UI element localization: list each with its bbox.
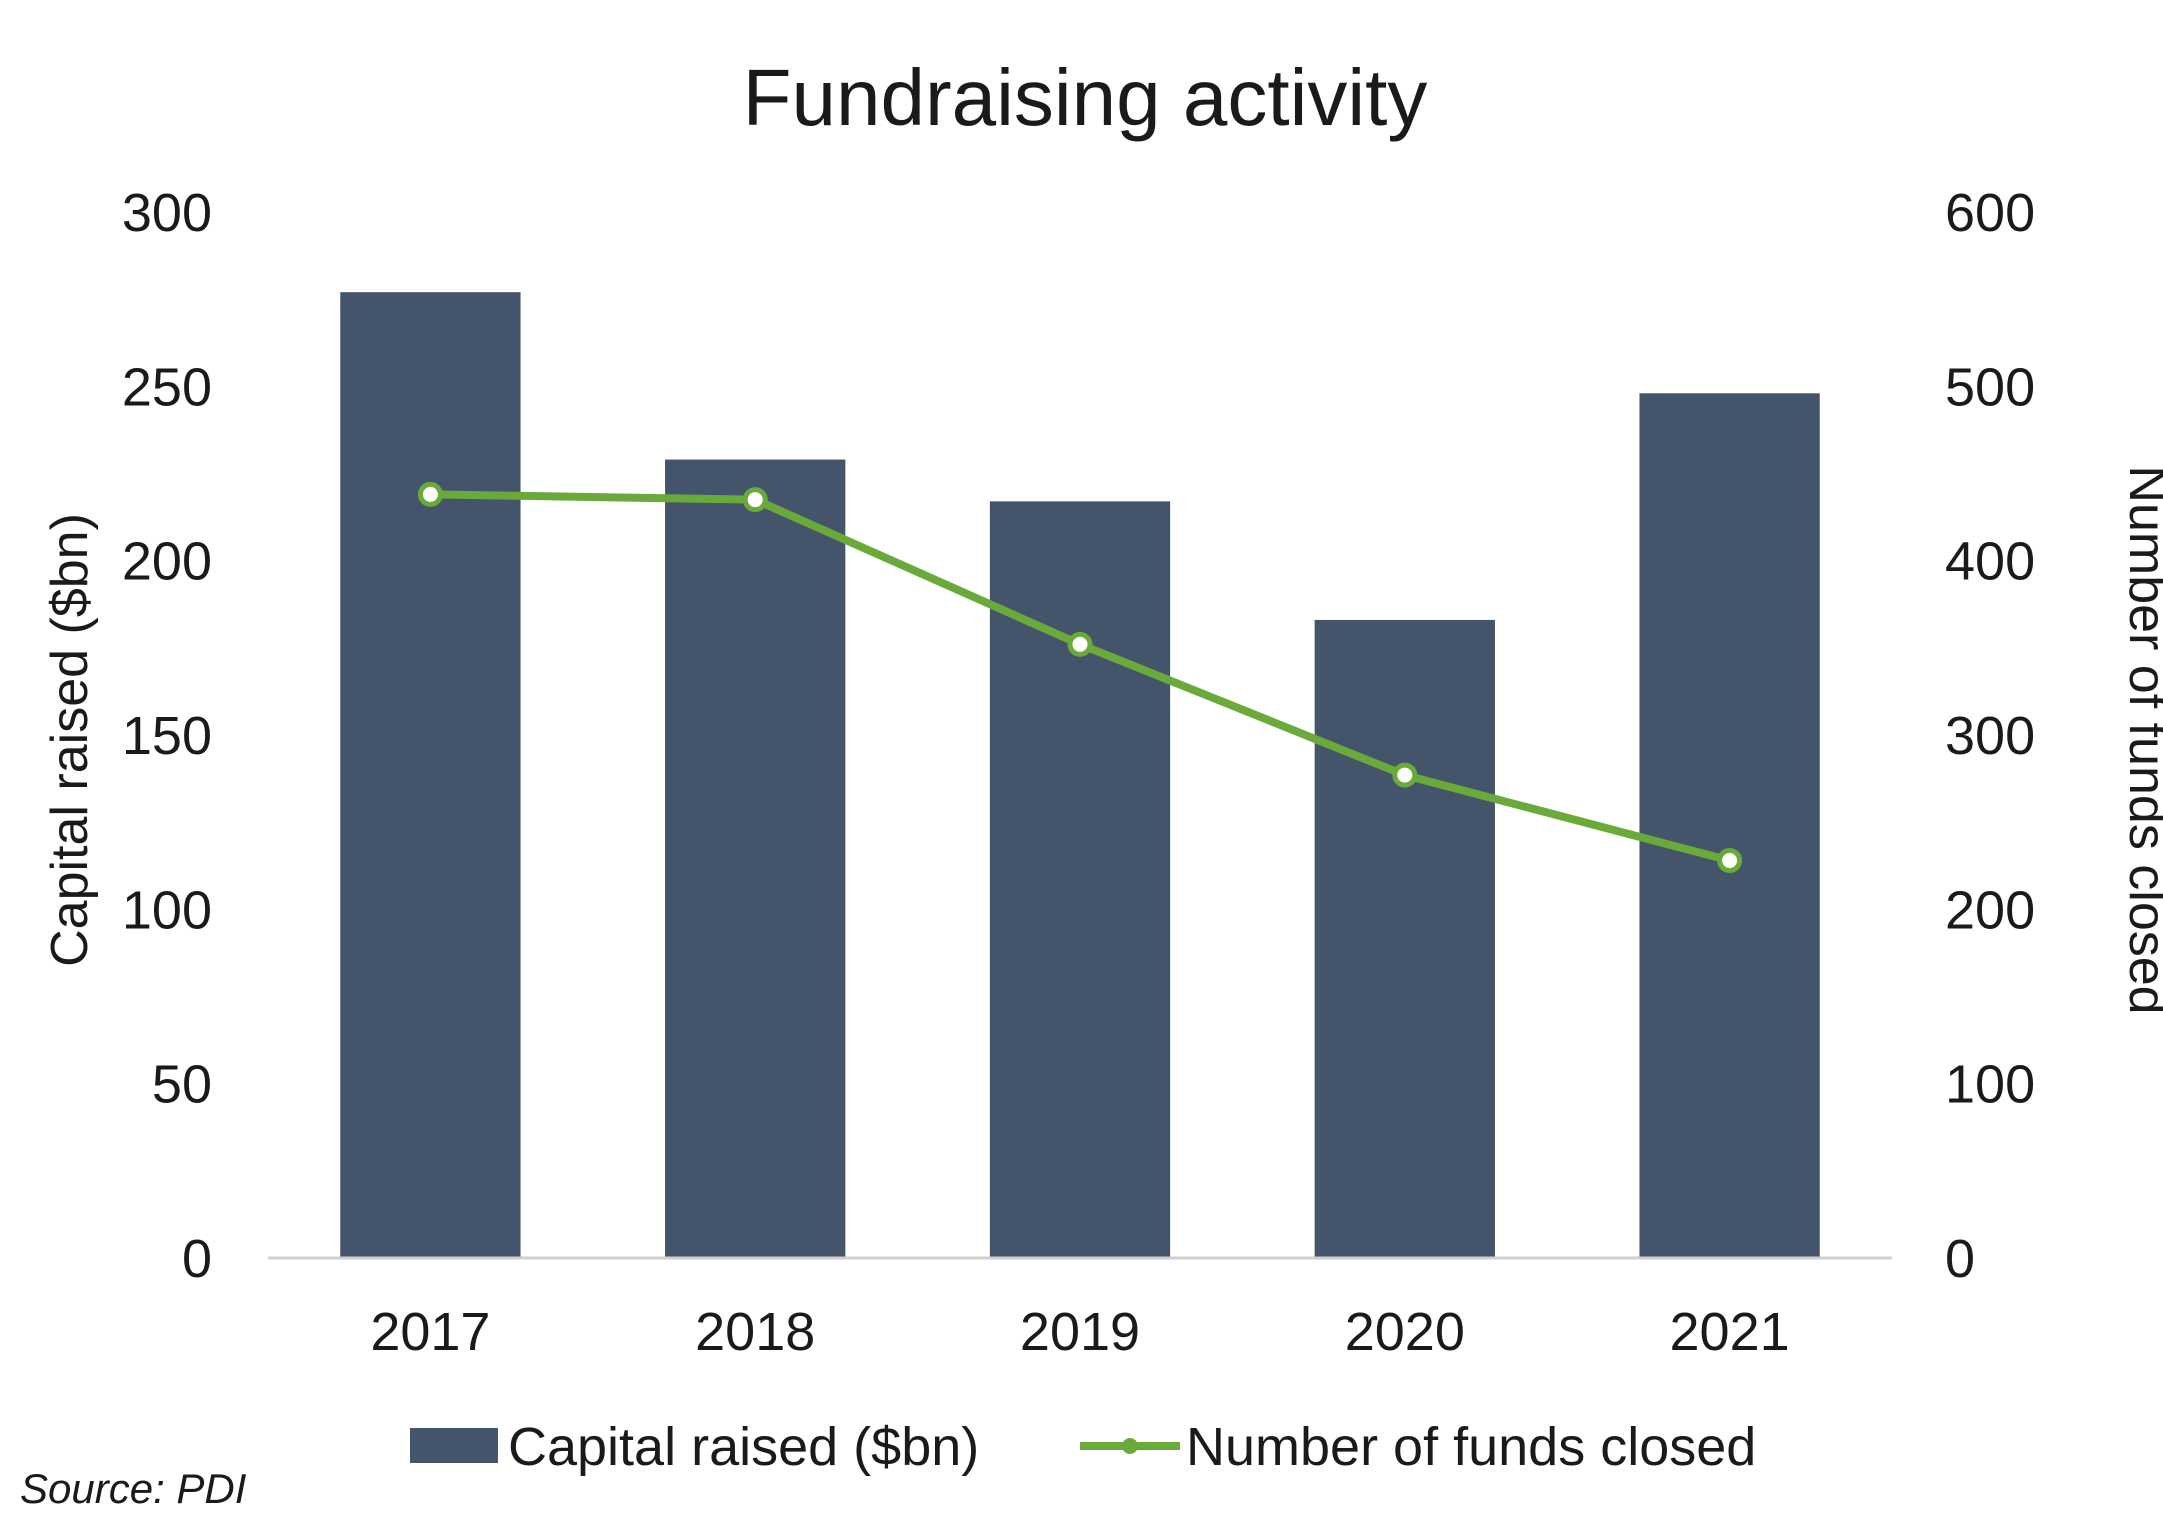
chart-title: Fundraising activity [743,53,1428,142]
y2-tick-label: 600 [1945,183,2035,243]
y2-tick-label: 100 [1945,1055,2035,1115]
y2-tick-label: 300 [1945,706,2035,766]
x-tick-label: 2021 [1670,1302,1790,1362]
point-funds-closed [1717,848,1743,874]
source-note: Source: PDI [20,1465,247,1512]
y2-tick-label: 0 [1945,1229,1975,1289]
y2-tick-label: 400 [1945,532,2035,592]
y-tick-label: 300 [122,183,212,243]
x-tick-label: 2020 [1345,1302,1465,1362]
bar-capital-raised [1639,393,1820,1259]
bar-capital-raised [989,501,1171,1259]
x-tick-label: 2018 [695,1302,815,1362]
y2-tick-label: 500 [1945,357,2035,417]
x-tick-label: 2017 [370,1302,490,1362]
y-tick-label: 0 [182,1229,212,1289]
legend-label-bar: Capital raised ($bn) [508,1417,979,1477]
point-funds-closed [1392,762,1418,788]
y-tick-label: 100 [122,880,212,940]
y-tick-label: 250 [122,357,212,417]
legend-swatch-bar [410,1428,498,1463]
y-tick-label: 200 [122,532,212,592]
y-tick-label: 150 [122,706,212,766]
point-funds-closed [1067,631,1093,657]
point-funds-closed [742,487,768,513]
x-tick-label: 2019 [1020,1302,1140,1362]
y2-axis-label: Number of funds closed [2118,465,2163,1014]
y-axis-label: Capital raised ($bn) [41,513,99,967]
legend: Capital raised ($bn) Number of funds clos… [410,1417,1756,1477]
y2-tick-label: 200 [1945,880,2035,940]
point-funds-closed [417,481,443,507]
y-tick-label: 50 [152,1055,212,1115]
bar-capital-raised [340,292,521,1258]
bar-capital-raised [665,459,846,1258]
legend-marker-line [1122,1438,1138,1454]
legend-label-line: Number of funds closed [1186,1417,1756,1477]
bar-capital-raised [1314,619,1495,1258]
